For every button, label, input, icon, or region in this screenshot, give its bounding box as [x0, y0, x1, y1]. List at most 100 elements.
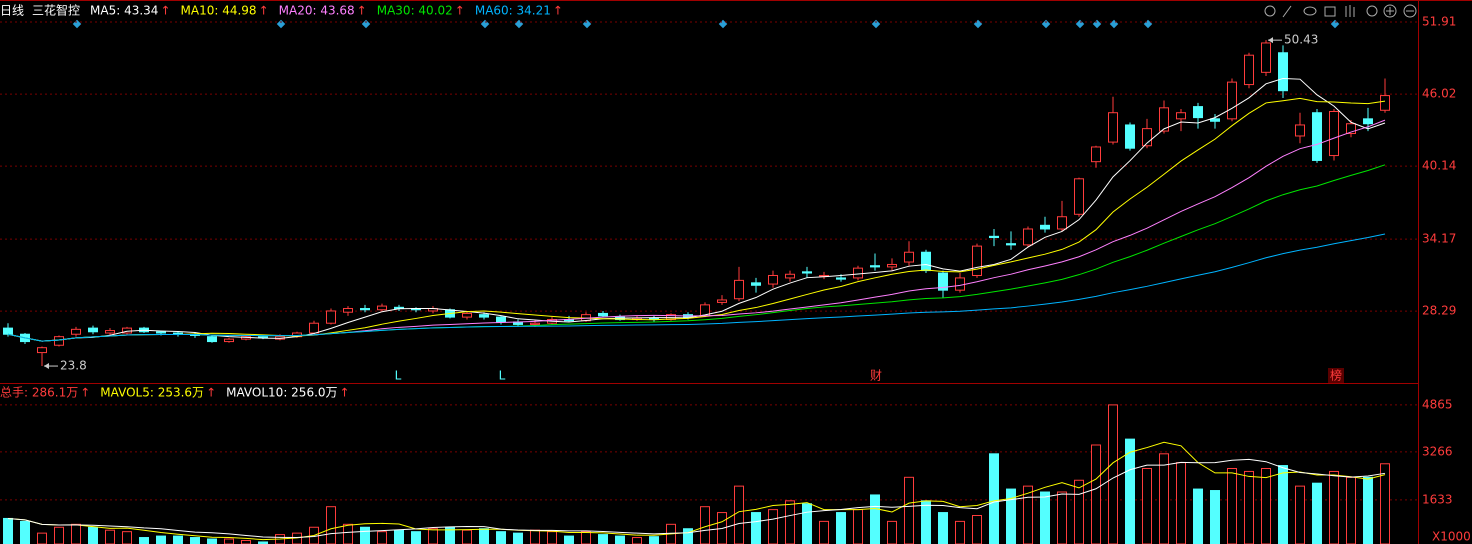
volume-bar — [1074, 479, 1084, 544]
volume-bar — [37, 532, 47, 544]
candle-body — [870, 265, 880, 268]
volume-bar — [1006, 488, 1016, 544]
volume-bar — [887, 520, 897, 544]
candle-body — [496, 316, 506, 323]
volume-bar — [156, 535, 166, 544]
candle-body — [54, 336, 64, 346]
header-text: MA10: 44.98 — [181, 4, 257, 18]
candle-body — [105, 330, 115, 334]
mavol-line — [7, 458, 1386, 539]
header-text: 总手: 286.1万 — [0, 386, 78, 400]
candle-body — [1023, 228, 1033, 246]
volume-bar — [71, 523, 81, 544]
candle-body — [1142, 128, 1152, 147]
header-text: MAVOL10: 256.0万 — [226, 386, 337, 400]
volume-bar — [768, 509, 778, 544]
candle-body — [598, 312, 608, 317]
volume-bar — [1193, 488, 1203, 544]
volume-bar — [1312, 482, 1322, 544]
candle-body — [1227, 81, 1237, 120]
marker-label: L — [395, 369, 402, 383]
volume-bar — [428, 528, 438, 544]
ma-line — [7, 97, 1386, 342]
candle-body — [1312, 112, 1322, 161]
header-text: ↑ — [160, 4, 170, 18]
extreme-arrowhead — [44, 363, 49, 370]
candle-body — [1006, 243, 1016, 246]
marker-label: L — [499, 369, 506, 383]
volume-bar — [530, 529, 540, 544]
candle-body — [887, 263, 897, 268]
volume-bar — [1159, 453, 1169, 544]
candle-body — [1040, 224, 1050, 230]
volume-bar — [734, 485, 744, 544]
y-tick-label: 28.29 — [1422, 304, 1456, 318]
volume-bar — [377, 531, 387, 544]
volume-bar — [989, 453, 999, 544]
volume-bar — [785, 500, 795, 544]
volume-bar — [751, 512, 761, 544]
header-text: ↑ — [259, 4, 269, 18]
candle-body — [37, 347, 47, 354]
candle-body — [1159, 107, 1169, 132]
candle-body — [3, 327, 13, 335]
candle-body — [1210, 118, 1220, 122]
candle-body — [224, 338, 234, 343]
candle-body — [768, 274, 778, 285]
volume-bar — [853, 509, 863, 544]
y-tick-label: 46.02 — [1422, 87, 1456, 101]
ma-line — [7, 233, 1386, 342]
volume-bar — [836, 512, 846, 544]
volume-bar — [122, 531, 132, 544]
volume-bar — [479, 528, 489, 544]
header-text: MA30: 40.02 — [377, 4, 453, 18]
candle-body — [377, 305, 387, 311]
candle-body — [717, 299, 727, 303]
candle-body — [1074, 178, 1084, 215]
header-text: ↑ — [357, 4, 367, 18]
marker-label: 榜 — [1330, 368, 1342, 383]
volume-bar — [326, 506, 336, 544]
volume-bar — [360, 526, 370, 544]
candle-body — [1380, 95, 1390, 111]
volume-bar — [1091, 444, 1101, 544]
volume-bar — [1329, 470, 1339, 544]
candle-body — [88, 327, 98, 333]
marker-label: 财 — [870, 369, 882, 383]
header-text: ↑ — [206, 386, 216, 400]
candle-body — [836, 277, 846, 280]
y-tick-label: 51.91 — [1422, 15, 1456, 29]
ma-line — [7, 119, 1386, 342]
candle-body — [1346, 123, 1356, 135]
volume-bar — [938, 512, 948, 544]
volume-bar — [632, 537, 642, 544]
candle-body — [530, 322, 540, 325]
volume-bar — [870, 494, 880, 544]
volume-bar — [496, 531, 506, 544]
candle-body — [326, 310, 336, 324]
volume-bar — [581, 531, 591, 544]
candle-body — [1329, 110, 1339, 157]
candle-body — [1261, 42, 1271, 73]
volume-bar — [1380, 463, 1390, 544]
volume-bar — [1125, 438, 1135, 544]
mavol-line — [7, 441, 1386, 541]
volume-bar — [190, 537, 200, 544]
header-text: MAVOL5: 253.6万 — [100, 386, 204, 400]
candle-body — [1363, 118, 1373, 125]
y-tick-label: 34.17 — [1422, 232, 1456, 246]
candle-body — [853, 267, 863, 279]
volume-bar — [1040, 491, 1050, 544]
unit-label: X1000 — [1432, 530, 1471, 544]
candle-body — [904, 251, 914, 263]
volume-bar — [105, 529, 115, 544]
toolbar-icons[interactable] — [1264, 4, 1417, 18]
volume-bar — [224, 538, 234, 544]
volume-bar — [394, 529, 404, 544]
volume-bar — [1261, 468, 1271, 544]
volume-bar — [241, 539, 251, 544]
volume-bar — [1210, 490, 1220, 544]
header-text: MA60: 34.21 — [475, 4, 551, 18]
marker-bg — [1328, 368, 1344, 383]
